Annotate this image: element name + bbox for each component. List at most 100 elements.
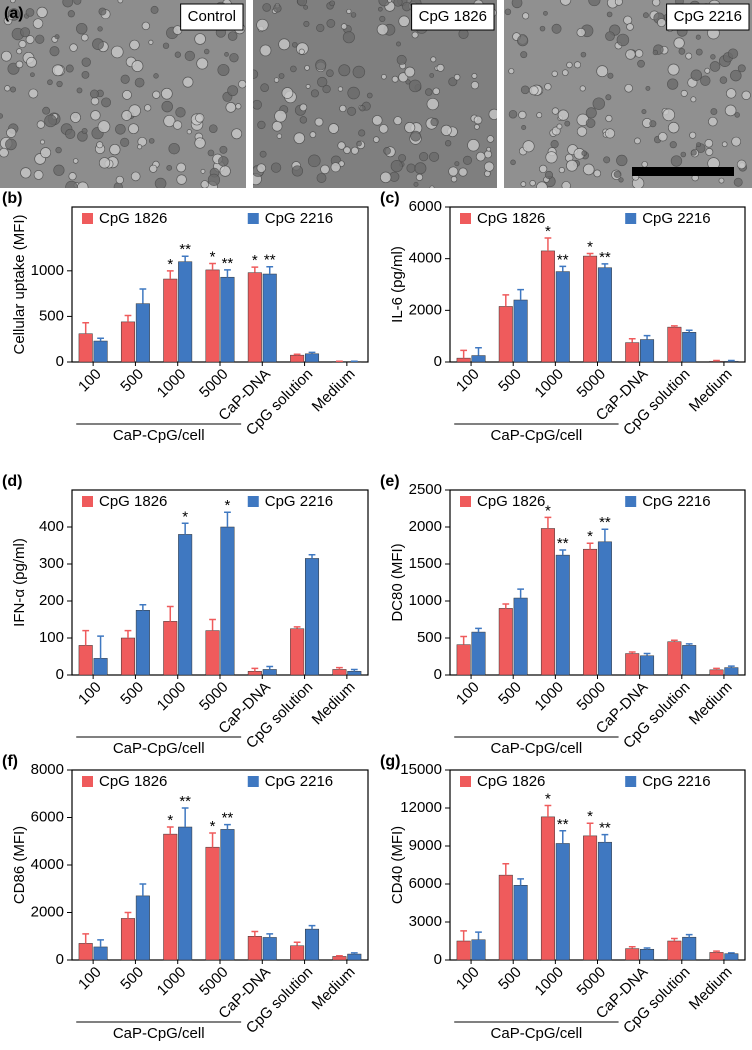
cell (669, 141, 677, 149)
bar (220, 829, 235, 961)
bar (347, 953, 362, 961)
cell (340, 23, 348, 30)
cell-group (504, 0, 751, 188)
cell (141, 21, 151, 31)
cell (704, 139, 714, 148)
x-tick-label: 500 (495, 679, 525, 709)
x-tick-label: 100 (75, 964, 105, 994)
error-bar (727, 952, 735, 954)
y-axis-label: CD86 (MFI) (11, 826, 28, 904)
cell (207, 149, 215, 157)
error-bar (209, 618, 216, 631)
cell (176, 174, 187, 185)
cell (70, 112, 81, 123)
error-bar (643, 334, 651, 340)
bar (290, 945, 305, 961)
legend-label: CpG 2216 (265, 493, 333, 510)
significance: * (252, 252, 258, 269)
error-bar (181, 807, 189, 827)
significance: ** (222, 810, 234, 827)
bar (498, 874, 513, 961)
cell (649, 120, 657, 128)
legend-swatch (247, 213, 259, 224)
cell (378, 124, 389, 134)
cell (121, 110, 132, 121)
error-bar (502, 862, 510, 876)
cell (68, 172, 77, 181)
cell (235, 103, 242, 110)
bar (93, 658, 108, 676)
error-bar (124, 629, 132, 638)
cell (581, 150, 588, 156)
cell (551, 70, 558, 77)
cell (0, 113, 4, 119)
y-tick-label: 500 (417, 629, 442, 646)
cell (4, 85, 11, 92)
cell (391, 75, 399, 83)
cell (616, 154, 628, 167)
cell (543, 10, 548, 16)
y-tick-label: 300 (39, 555, 64, 572)
cell (53, 164, 65, 176)
image-label: CpG 2216 (674, 8, 742, 25)
cell (320, 164, 330, 175)
significance: * (210, 818, 216, 835)
bar (78, 943, 93, 961)
y-tick-label: 15000 (400, 761, 442, 778)
cell (404, 66, 416, 78)
significance: ** (264, 252, 276, 269)
cell (309, 131, 317, 138)
y-axis-label: Cellular uptake (MFI) (11, 214, 28, 354)
error-bar (209, 832, 216, 848)
panel-label: (e) (380, 473, 400, 490)
error-bar (251, 667, 259, 672)
legend-swatch (82, 776, 93, 787)
y-tick-label: 0 (434, 353, 442, 370)
error-bar (293, 353, 301, 356)
y-tick-label: 100 (39, 629, 64, 646)
x-tick-label: 100 (453, 366, 483, 396)
cell (310, 89, 319, 98)
cell (314, 117, 324, 127)
cell (20, 27, 31, 38)
error-bar (502, 603, 510, 609)
cell (253, 69, 259, 79)
cell (207, 173, 221, 186)
y-tick-label: 1000 (31, 262, 64, 279)
cell (113, 182, 123, 188)
cell (470, 81, 479, 90)
y-tick-label: 12000 (400, 799, 442, 816)
cell (203, 48, 210, 55)
error-bar (266, 665, 274, 670)
plot-frame (449, 769, 746, 961)
y-tick-label: 0 (56, 353, 64, 370)
cell (350, 146, 359, 155)
legend-label: CpG 1826 (99, 493, 167, 510)
error-bar (713, 359, 720, 362)
cell (65, 180, 78, 188)
cell (36, 6, 48, 18)
bar (724, 667, 739, 676)
significance: ** (179, 241, 191, 258)
cell (182, 76, 194, 88)
cell (134, 77, 145, 88)
bar (513, 885, 528, 961)
cell (626, 23, 634, 31)
x-tick-label: Medium (686, 964, 736, 1014)
cell (137, 136, 147, 147)
panel-label: (b) (2, 190, 22, 207)
bar (682, 332, 697, 363)
cell (55, 146, 62, 154)
cell (596, 65, 609, 78)
cell (371, 115, 383, 126)
bar (205, 269, 220, 363)
error-bar (308, 924, 316, 930)
legend-label: CpG 1826 (477, 493, 545, 510)
cell (510, 159, 516, 166)
cell (281, 87, 294, 99)
cell (641, 161, 648, 168)
cell (184, 50, 195, 62)
cell (144, 104, 152, 112)
legend-swatch (625, 776, 637, 787)
plot-frame (71, 769, 369, 961)
